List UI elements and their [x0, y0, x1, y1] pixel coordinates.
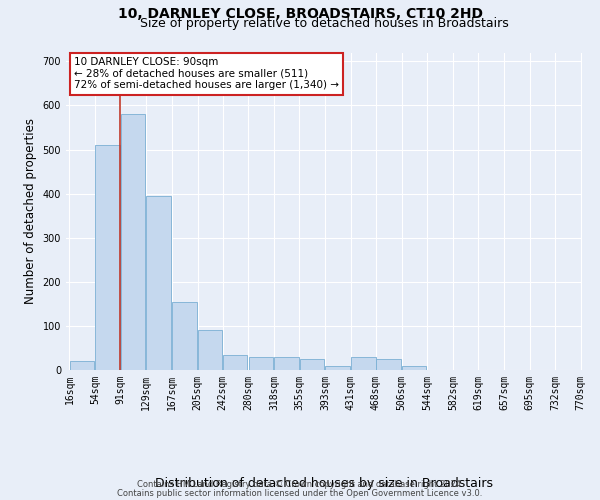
Bar [121, 114, 145, 370]
Bar [299, 359, 324, 370]
Bar [248, 357, 273, 370]
Bar [198, 330, 223, 370]
Bar [223, 354, 247, 370]
Text: Contains public sector information licensed under the Open Government Licence v3: Contains public sector information licen… [118, 488, 482, 498]
Title: Size of property relative to detached houses in Broadstairs: Size of property relative to detached ho… [140, 18, 508, 30]
Bar [70, 361, 94, 370]
Y-axis label: Number of detached properties: Number of detached properties [24, 118, 37, 304]
Text: 10 DARNLEY CLOSE: 90sqm
← 28% of detached houses are smaller (511)
72% of semi-d: 10 DARNLEY CLOSE: 90sqm ← 28% of detache… [74, 58, 339, 90]
Bar [351, 357, 376, 370]
Bar [172, 302, 197, 370]
Bar [402, 366, 427, 370]
Bar [95, 145, 120, 370]
Text: 10, DARNLEY CLOSE, BROADSTAIRS, CT10 2HD: 10, DARNLEY CLOSE, BROADSTAIRS, CT10 2HD [118, 8, 482, 22]
Text: Contains HM Land Registry data © Crown copyright and database right 2024.: Contains HM Land Registry data © Crown c… [137, 480, 463, 489]
Bar [325, 366, 350, 370]
Bar [274, 357, 299, 370]
Bar [146, 196, 171, 370]
X-axis label: Distribution of detached houses by size in Broadstairs: Distribution of detached houses by size … [155, 477, 493, 490]
Bar [376, 359, 401, 370]
